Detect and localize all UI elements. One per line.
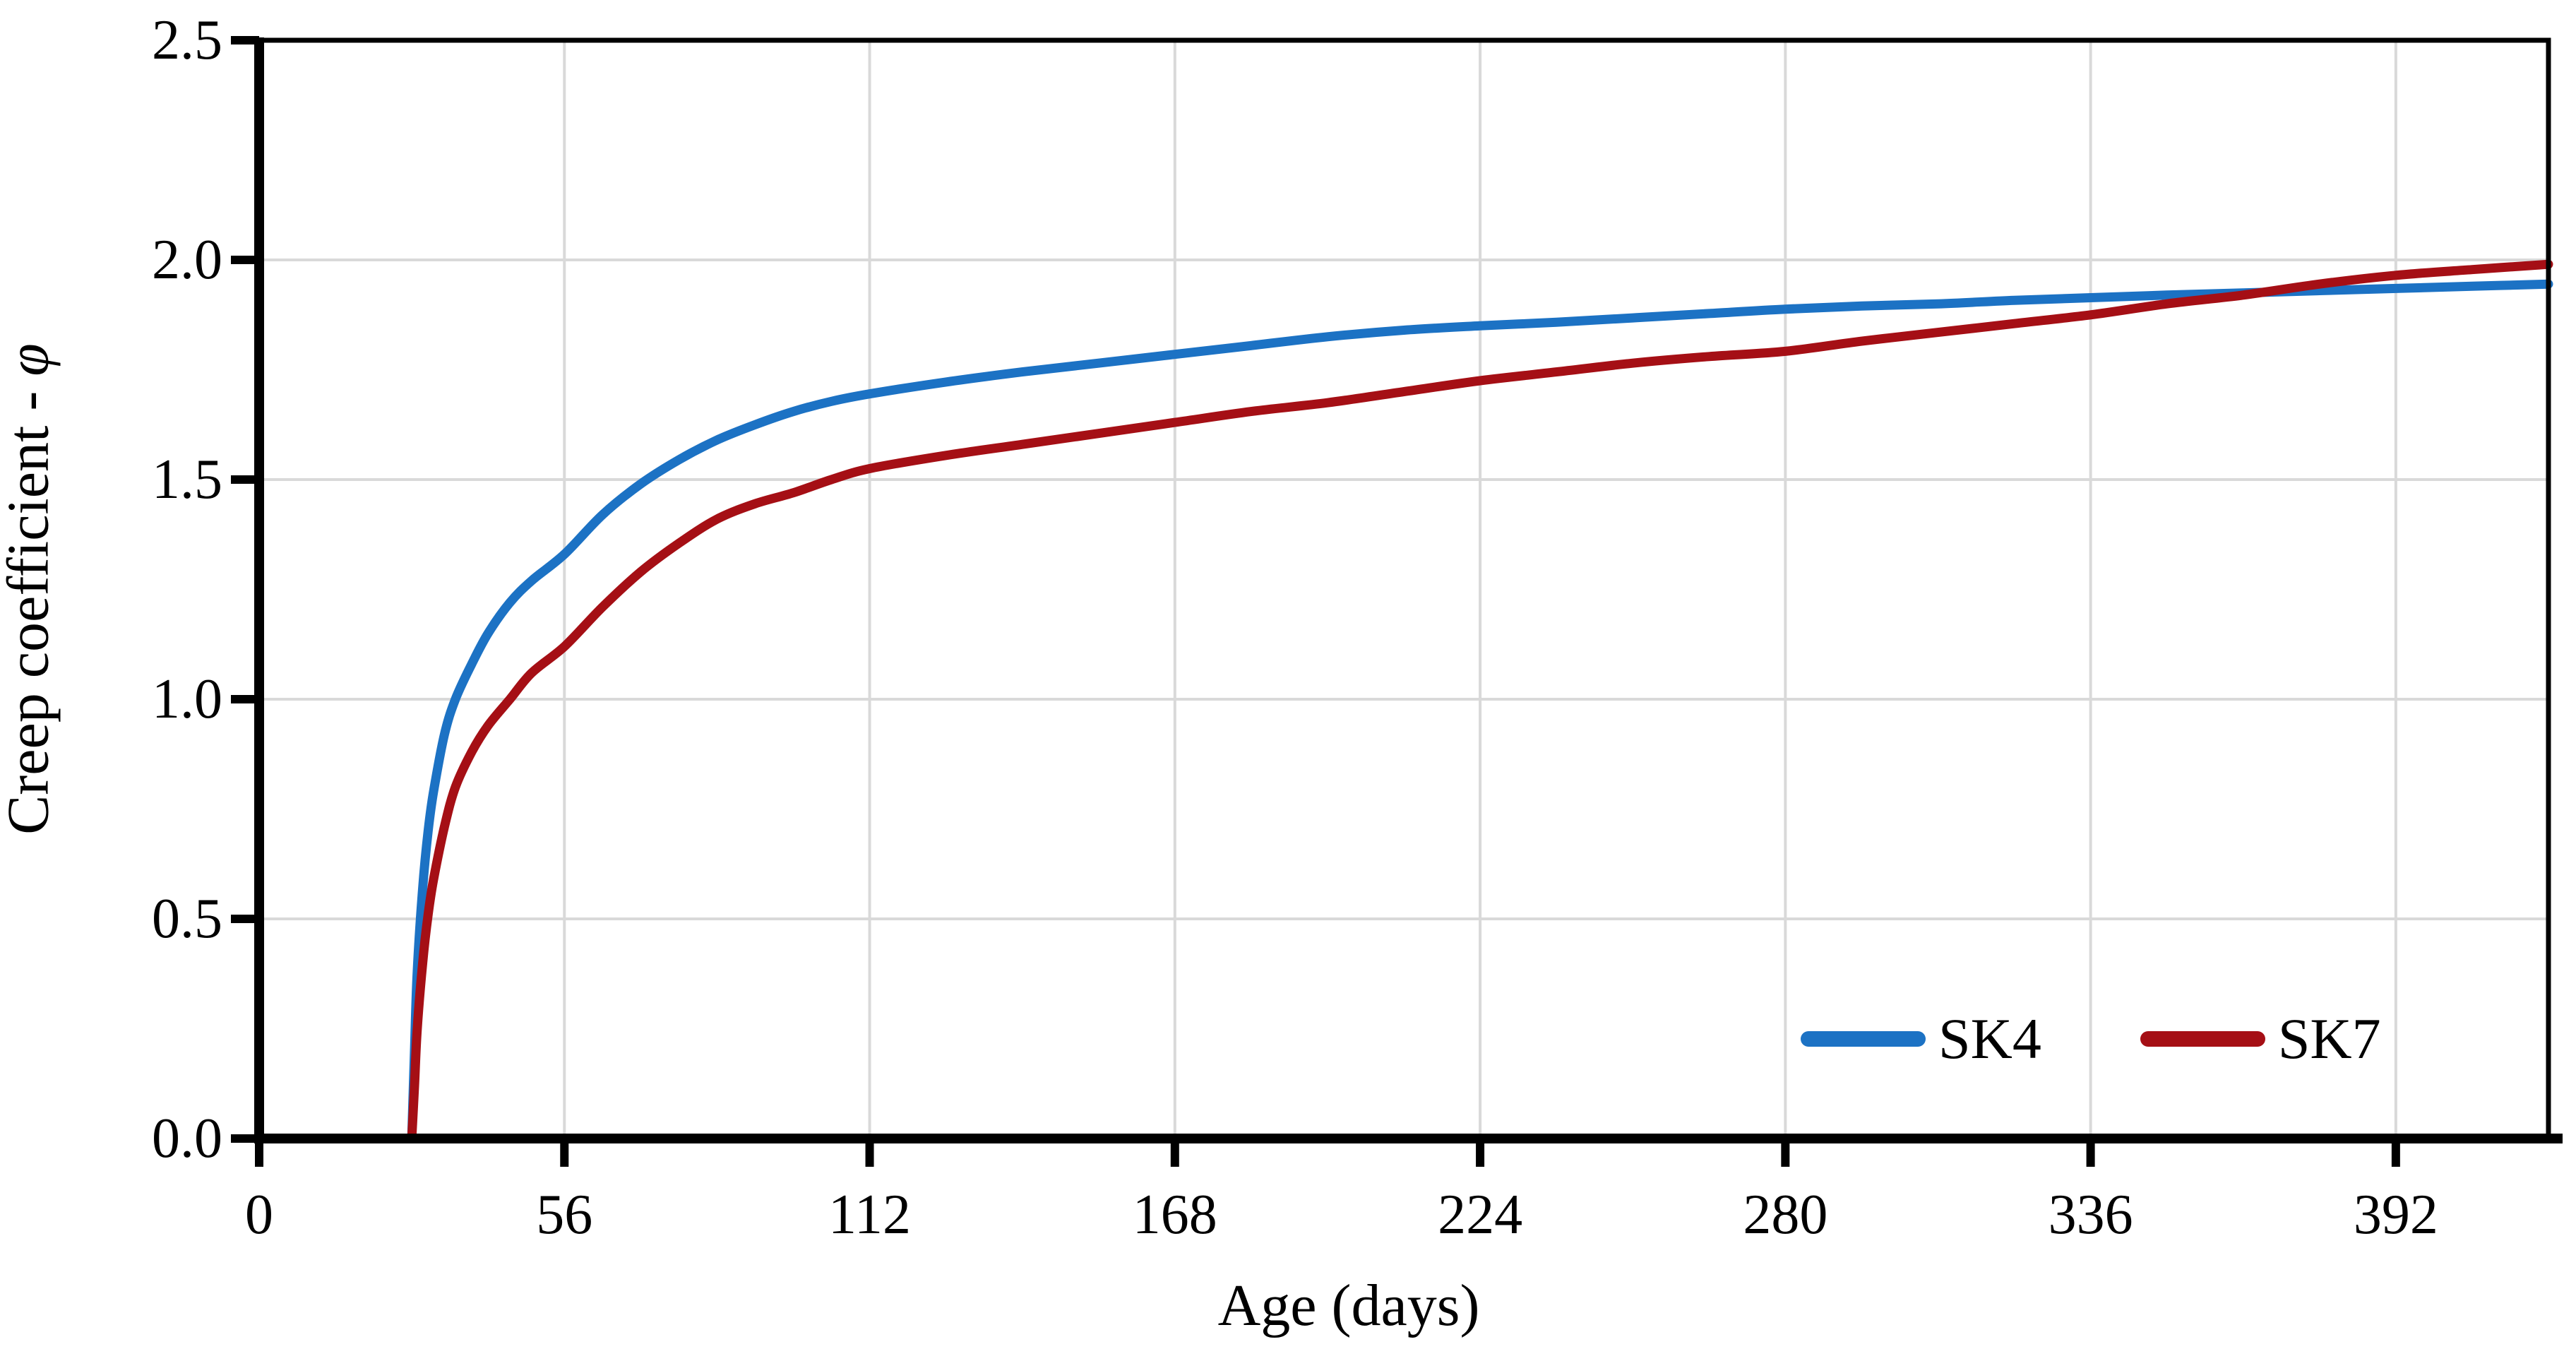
- series-line-sk7: [407, 259, 2553, 1143]
- x-tick-label: 392: [2353, 1184, 2438, 1246]
- sk4-legend-label: SK4: [1938, 1006, 2041, 1071]
- series-line-sk4: [407, 279, 2553, 1143]
- sk7-legend-label: SK7: [2277, 1006, 2381, 1071]
- x-tick-label: 224: [1438, 1184, 1523, 1246]
- x-axis-title: Age (days): [1217, 1273, 1480, 1338]
- y-tick-label: 2.5: [152, 9, 222, 71]
- y-axis-title: Creep coefficient - φ: [0, 343, 63, 835]
- sk7-line-swatch: [2140, 1031, 2265, 1047]
- x-tick-label: 280: [1743, 1184, 1828, 1246]
- x-tick-label: 336: [2048, 1184, 2133, 1246]
- axes-and-ticks: [231, 36, 2563, 1167]
- x-tick-label: 56: [536, 1184, 593, 1246]
- gridlines: [259, 40, 2548, 1139]
- x-tick-label: 112: [828, 1184, 912, 1246]
- y-axis-title-text: Creep coefficient -: [0, 376, 61, 835]
- plot-frame: [256, 37, 2551, 1141]
- phi-symbol: φ: [0, 343, 61, 376]
- sk4-line-swatch: [1801, 1031, 1926, 1047]
- y-tick-label: 1.0: [152, 668, 222, 730]
- x-tick-label: 168: [1132, 1184, 1217, 1246]
- x-tick-label: 0: [245, 1184, 273, 1246]
- legend: SK4 SK7: [1801, 1010, 2381, 1068]
- data-series-lines: [407, 259, 2553, 1143]
- y-tick-label: 0.5: [152, 888, 222, 950]
- legend-item-sk7: SK7: [2140, 1010, 2381, 1068]
- legend-item-sk4: SK4: [1801, 1010, 2041, 1068]
- y-tick-label: 1.5: [152, 448, 222, 511]
- y-tick-label: 0.0: [152, 1107, 222, 1170]
- y-tick-label: 2.0: [152, 229, 222, 291]
